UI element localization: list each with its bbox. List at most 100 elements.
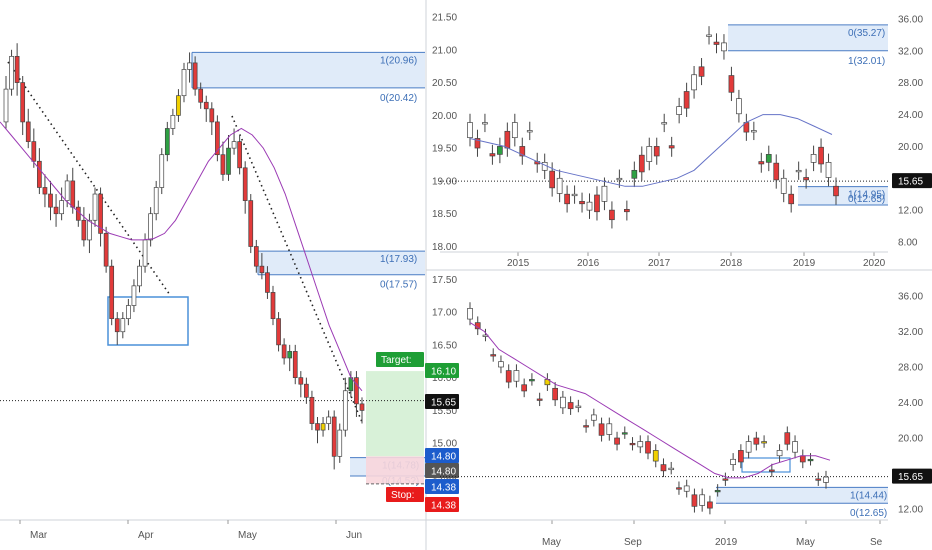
- weekly-y-tick-label: 36.00: [898, 15, 923, 26]
- main-x-tick-label: Apr: [138, 530, 154, 541]
- fib-label-top: 1(17.93): [380, 254, 417, 265]
- candle-body: [646, 146, 653, 162]
- fib-label-bottom: 0(12.65): [848, 194, 885, 205]
- candle-body: [745, 441, 752, 453]
- candle-body: [25, 121, 31, 142]
- weekly-x-tick-label: 2018: [720, 258, 743, 269]
- moving-average-line: [0, 121, 363, 392]
- daily-x-tick-label: Se: [870, 537, 883, 548]
- candle-body: [645, 441, 651, 454]
- candle-body: [792, 441, 798, 453]
- main-y-tick-label: 15.00: [432, 439, 457, 450]
- candle-body: [109, 265, 115, 319]
- candle-body: [721, 42, 727, 52]
- candle-body: [549, 170, 556, 189]
- candle-body: [14, 55, 20, 83]
- candle-body: [526, 130, 533, 133]
- fib-label-bottom: 0(17.57): [380, 280, 417, 291]
- candle-body: [590, 414, 597, 421]
- price-tag-bg: [425, 448, 459, 463]
- candle-body: [114, 318, 120, 333]
- candle-body: [691, 74, 697, 91]
- main-y-tick-label: 18.50: [432, 209, 457, 220]
- candle-body: [359, 403, 365, 411]
- candle-body: [198, 88, 204, 103]
- candle-body: [598, 423, 605, 436]
- fib-zone: [728, 24, 888, 51]
- daily-moving-average-line: [469, 322, 831, 479]
- candle-body: [20, 82, 26, 123]
- weekly-x-tick-label: 2017: [648, 258, 671, 269]
- candle-body: [192, 62, 198, 90]
- candle-body: [3, 88, 9, 123]
- candle-body: [176, 95, 181, 116]
- main-x-tick-label: Mar: [30, 530, 48, 541]
- price-tag-label: 14.38: [431, 501, 456, 512]
- candle-body: [170, 115, 176, 129]
- candle-body: [298, 377, 304, 385]
- candle-body: [248, 200, 254, 247]
- stop-label-bg: [386, 487, 424, 502]
- candle-body: [583, 425, 589, 428]
- weekly-x-tick-label: 2020: [863, 258, 886, 269]
- candle-body: [552, 387, 558, 401]
- candle-body: [81, 219, 87, 241]
- candle-body: [320, 423, 326, 431]
- fib-label-bottom: 0(20.42): [380, 93, 417, 104]
- candle-body: [661, 122, 668, 125]
- weekly-y-tick-label: 32.00: [898, 46, 923, 57]
- main-y-tick-label: 17.00: [432, 308, 457, 319]
- weekly-y-tick-label: 8.00: [898, 238, 918, 249]
- candle-body: [467, 308, 473, 320]
- candle-body: [342, 390, 348, 431]
- candle-body: [474, 138, 481, 149]
- candle-body: [309, 396, 315, 424]
- weekly-y-tick-label: 12.00: [898, 206, 923, 217]
- candle-body: [505, 370, 512, 383]
- candle-body: [203, 101, 209, 110]
- candle-body: [653, 146, 660, 157]
- candle-body: [120, 318, 126, 333]
- candle-body: [53, 206, 59, 215]
- candle-body: [652, 450, 659, 462]
- main-y-tick-label: 20.50: [432, 78, 457, 89]
- candle-body: [103, 233, 109, 267]
- candle-body: [287, 351, 293, 359]
- trendline-right: [231, 115, 363, 423]
- weekly-y-tick-label: 24.00: [898, 110, 923, 121]
- candle-body: [215, 121, 220, 156]
- price-tag-label: 14.80: [431, 467, 456, 478]
- candle-body: [601, 185, 608, 202]
- candle-body: [609, 209, 615, 221]
- candle-body: [181, 69, 187, 97]
- daily-annotation-box: [741, 457, 791, 473]
- candle-body: [691, 494, 698, 507]
- price-tag-label: 16.10: [431, 367, 456, 378]
- candle-body: [64, 180, 70, 201]
- candle-body: [730, 458, 736, 465]
- candle-body: [31, 141, 37, 162]
- candle-body: [37, 160, 42, 188]
- candle-body: [220, 154, 226, 175]
- candle-body: [92, 193, 98, 221]
- main-y-tick-label: 19.00: [432, 176, 457, 187]
- main-y-tick-label: 19.50: [432, 144, 457, 155]
- price-tag-bg: [425, 463, 459, 478]
- candle-body: [504, 130, 511, 149]
- candle-body: [784, 432, 791, 445]
- candle-body: [676, 487, 682, 490]
- daily-y-tick-label: 20.00: [898, 434, 923, 445]
- candle-body: [818, 146, 824, 165]
- candle-body: [579, 201, 585, 205]
- weekly-y-tick-label: 20.00: [898, 142, 923, 153]
- main-x-tick-label: Jun: [346, 530, 362, 541]
- candle-body: [683, 91, 690, 109]
- candle-body: [337, 429, 343, 457]
- candle-body: [259, 265, 265, 274]
- candle-body: [676, 106, 682, 115]
- fib-label-top: 1(14.44): [850, 490, 887, 501]
- candle-body: [668, 145, 675, 149]
- candle-body: [270, 292, 276, 319]
